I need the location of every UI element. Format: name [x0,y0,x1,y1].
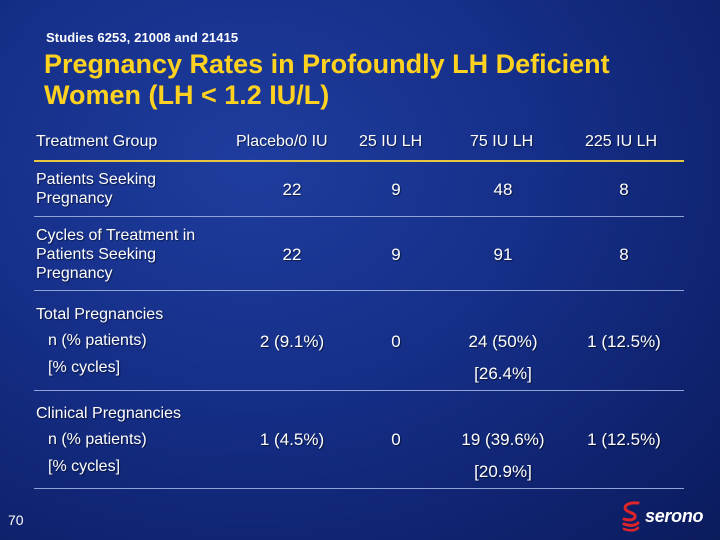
cell-seeking-25iu: 9 [391,180,401,199]
serono-s-logo-icon [622,501,640,532]
cell-seeking-225iu: 8 [619,180,629,199]
row-rule [34,290,684,291]
cell-clinical-75iu: 19 (39.6%) [461,430,545,449]
study-subtitle: Studies 6253, 21008 and 21415 [46,30,239,45]
cell-seeking-75iu: 48 [493,180,513,199]
row-sublabel-total-cycles: [% cycles] [48,359,121,376]
row-label-cycles: Cycles of Treatment in Patients Seeking … [36,227,196,282]
cell-cycles-75iu: 91 [493,245,513,264]
row-label-total: Total Pregnancies [36,306,164,323]
serono-logo: serono [620,499,716,533]
cell-clinical-225iu: 1 (12.5%) [587,430,661,449]
col-header-225iu: 225 IU LH [585,133,658,150]
row-rule [34,390,684,391]
cell-total-75iu: 24 (50%) [468,332,538,351]
page-number: 70 [8,512,24,528]
cell-clinical-75iu-cycles: [20.9%] [474,462,532,481]
row-rule [34,216,684,217]
row-sublabel-total-patients: n (% patients) [48,332,147,349]
cell-cycles-25iu: 9 [391,245,401,264]
serono-logo-text: serono [645,505,704,526]
row-label-clinical: Clinical Pregnancies [36,405,181,422]
row-rule [34,488,684,489]
cell-total-placebo: 2 (9.1%) [259,332,325,351]
row-sublabel-clinical-cycles: [% cycles] [48,458,121,475]
cell-total-25iu: 0 [391,332,401,351]
cell-clinical-25iu: 0 [391,430,401,449]
col-header-placebo: Placebo/0 IU [236,133,328,150]
cell-cycles-225iu: 8 [619,245,629,264]
slide-title: Pregnancy Rates in Profoundly LH Deficie… [44,49,610,110]
row-sublabel-clinical-patients: n (% patients) [48,431,147,448]
cell-seeking-placebo: 22 [282,180,302,199]
cell-cycles-placebo: 22 [282,245,302,264]
col-header-25iu: 25 IU LH [359,133,423,150]
col-header-75iu: 75 IU LH [470,133,534,150]
cell-clinical-placebo: 1 (4.5%) [259,430,325,449]
cell-total-75iu-cycles: [26.4%] [474,364,532,383]
header-rule [34,160,684,162]
cell-total-225iu: 1 (12.5%) [587,332,661,351]
col-header-treatment-group: Treatment Group [36,133,158,150]
row-label-seeking: Patients Seeking Pregnancy [36,171,157,207]
